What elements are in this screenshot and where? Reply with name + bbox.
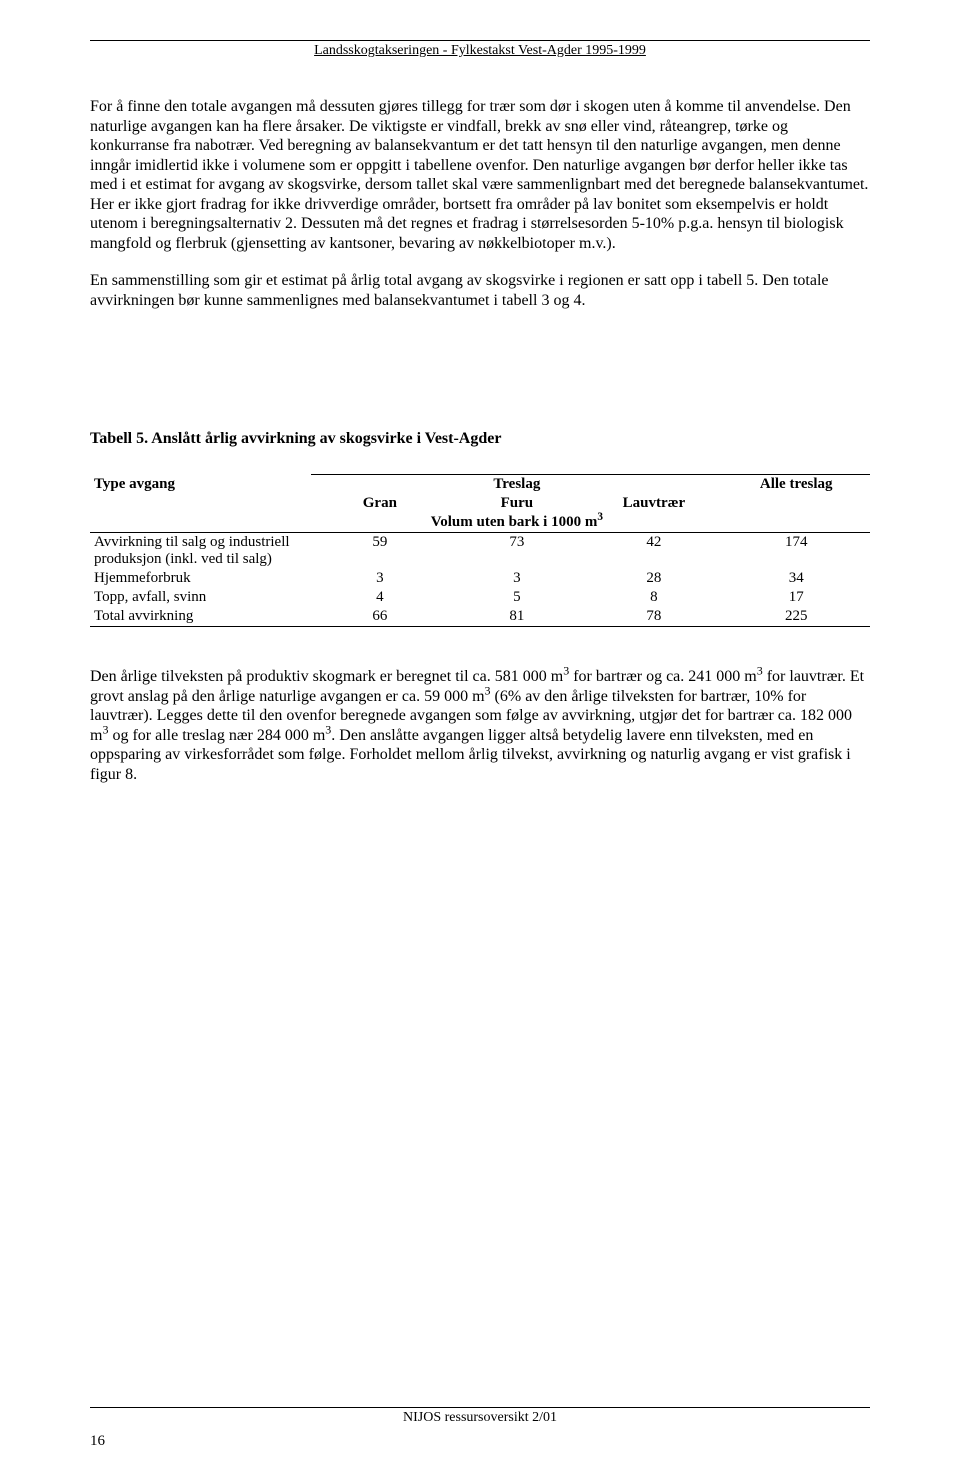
cell-num: 34 [722,569,870,588]
cell-num: 81 [448,607,585,627]
footer-text: NIJOS ressursoversikt 2/01 [90,1410,870,1426]
cell-label: Topp, avfall, svinn [90,588,311,607]
page-number: 16 [90,1433,105,1450]
cell-num: 3 [311,569,448,588]
cell-num: 5 [448,588,585,607]
cell-num: 4 [311,588,448,607]
th-unit: Volum uten bark i 1000 m3 [311,513,722,533]
table-row: Avvirkning til salg og industriell produ… [90,533,870,570]
cell-num: 73 [448,533,585,570]
p3-frag-a: Den årlige tilveksten på produktiv skogm… [90,668,563,685]
table-row-total: Total avvirkning 66 81 78 225 [90,607,870,627]
th-lauvtraer: Lauvtrær [585,494,722,513]
paragraph-1: For å finne den totale avgangen må dessu… [90,97,870,253]
cell-num: 59 [311,533,448,570]
cell-label: Avvirkning til salg og industriell produ… [90,533,311,570]
cell-num: 174 [722,533,870,570]
table-header-row-1: Type avgang Treslag Alle treslag [90,475,870,495]
table-row: Topp, avfall, svinn 4 5 8 17 [90,588,870,607]
th-gran: Gran [311,494,448,513]
cell-num: 8 [585,588,722,607]
cell-num: 42 [585,533,722,570]
cell-num: 3 [448,569,585,588]
cell-label: Hjemmeforbruk [90,569,311,588]
paragraph-3: Den årlige tilveksten på produktiv skogm… [90,667,870,784]
paragraph-2: En sammenstilling som gir et estimat på … [90,271,870,310]
footer: NIJOS ressursoversikt 2/01 [90,1407,870,1426]
p3-frag-e: og for alle treslag nær 284 000 m [108,727,325,744]
cell-num: 225 [722,607,870,627]
table-row: Hjemmeforbruk 3 3 28 34 [90,569,870,588]
cell-num: 66 [311,607,448,627]
running-header: Landsskogtakseringen - Fylkestakst Vest-… [90,43,870,59]
footer-rule [90,1407,870,1408]
page-container: Landsskogtakseringen - Fylkestakst Vest-… [0,0,960,1470]
th-type-avgang: Type avgang [90,475,311,533]
th-treslag: Treslag [311,475,722,495]
p3-frag-b: for bartrær og ca. 241 000 m [569,668,757,685]
cell-num: 28 [585,569,722,588]
table-caption: Tabell 5. Anslått årlig avvirkning av sk… [90,430,870,448]
th-unit-sup: 3 [597,511,603,523]
table-5: Type avgang Treslag Alle treslag Gran Fu… [90,474,870,627]
cell-num: 78 [585,607,722,627]
cell-label: Total avvirkning [90,607,311,627]
th-unit-text: Volum uten bark i 1000 m [431,514,598,530]
cell-num: 17 [722,588,870,607]
th-alle-treslag: Alle treslag [722,475,870,533]
th-furu: Furu [448,494,585,513]
header-rule [90,40,870,41]
